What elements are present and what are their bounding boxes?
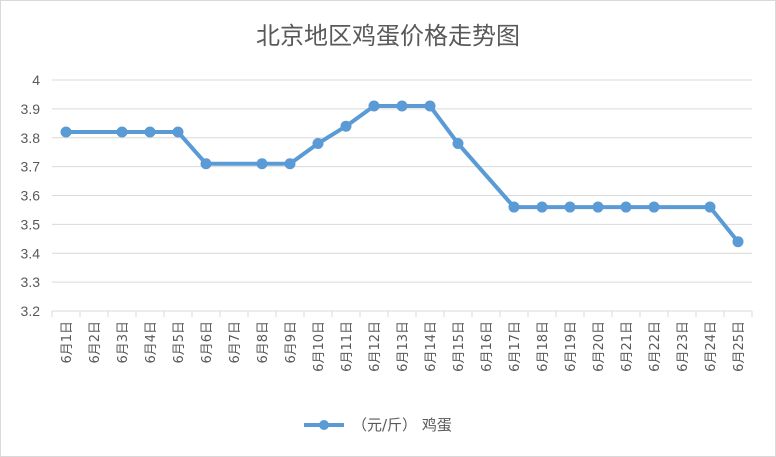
y-axis: 3.2 3.3 3.4 3.5 3.6 3.7 3.8 3.9 4: [21, 72, 41, 319]
data-point: [144, 126, 156, 138]
x-tick-label: 6月4日: [144, 321, 159, 364]
data-point: [620, 201, 632, 213]
data-point: [116, 126, 128, 138]
data-point: [508, 201, 520, 213]
x-tick-label: 6月24日: [704, 321, 719, 372]
data-point: [648, 201, 660, 213]
data-point: [536, 201, 548, 213]
legend: （元/斤） 鸡蛋: [304, 416, 452, 434]
x-axis: 6月1日 6月2日 6月3日 6月4日 6月5日 6月6日 6月7日 6月8日 6月9日 6月10…: [51, 311, 753, 372]
gridlines: [52, 79, 752, 312]
y-tick-label: 4: [32, 72, 40, 88]
x-tick-label: 6月20日: [592, 321, 607, 372]
legend-label: （元/斤） 鸡蛋: [352, 416, 452, 434]
data-point: [424, 100, 436, 112]
x-tick-label: 6月13日: [396, 321, 411, 372]
series-line: [66, 104, 740, 243]
x-tick-label: 6月25日: [732, 321, 747, 372]
x-tick-label: 6月2日: [88, 321, 103, 364]
x-tick-label: 6月17日: [508, 321, 523, 372]
x-tick-label: 6月10日: [312, 321, 327, 372]
data-point: [452, 138, 464, 150]
y-tick-label: 3.3: [21, 274, 41, 290]
x-tick-label: 6月3日: [116, 321, 131, 364]
x-tick-label: 6月16日: [480, 321, 495, 372]
y-tick-label: 3.4: [21, 245, 41, 261]
data-point: [172, 126, 184, 138]
y-tick-label: 3.5: [21, 216, 41, 232]
x-tick-label: 6月6日: [200, 321, 215, 364]
x-tick-label: 6月15日: [452, 321, 467, 372]
x-tick-label: 6月9日: [284, 321, 299, 364]
x-tick-label: 6月7日: [228, 321, 243, 364]
x-tick-label: 6月1日: [60, 321, 75, 364]
data-point: [368, 100, 380, 112]
data-point: [284, 158, 296, 170]
y-tick-label: 3.7: [21, 159, 41, 175]
data-point: [60, 126, 72, 138]
data-point: [396, 100, 408, 112]
x-tick-label: 6月5日: [172, 321, 187, 364]
data-point: [340, 120, 352, 132]
x-tick-label: 6月12日: [368, 321, 383, 372]
legend-marker: [319, 420, 329, 430]
x-tick-label: 6月14日: [424, 321, 439, 372]
series-eggs: [60, 100, 744, 248]
x-tick-label: 6月23日: [676, 321, 691, 372]
data-point: [592, 201, 604, 213]
chart-title: 北京地区鸡蛋价格走势图: [256, 22, 520, 50]
x-tick-label: 6月8日: [256, 321, 271, 364]
y-tick-label: 3.2: [21, 303, 41, 319]
data-point: [200, 158, 212, 170]
x-tick-label: 6月18日: [536, 321, 551, 372]
data-point: [312, 138, 324, 150]
data-point: [564, 201, 576, 213]
data-point: [256, 158, 268, 170]
x-tick-label: 6月19日: [564, 321, 579, 372]
y-tick-label: 3.6: [21, 188, 41, 204]
y-tick-label: 3.8: [21, 130, 41, 146]
y-tick-label: 3.9: [21, 101, 41, 117]
data-point: [732, 236, 744, 248]
x-tick-label: 6月21日: [620, 321, 635, 372]
x-tick-label: 6月11日: [340, 321, 355, 372]
x-tick-label: 6月22日: [648, 321, 663, 372]
data-point: [704, 201, 716, 213]
